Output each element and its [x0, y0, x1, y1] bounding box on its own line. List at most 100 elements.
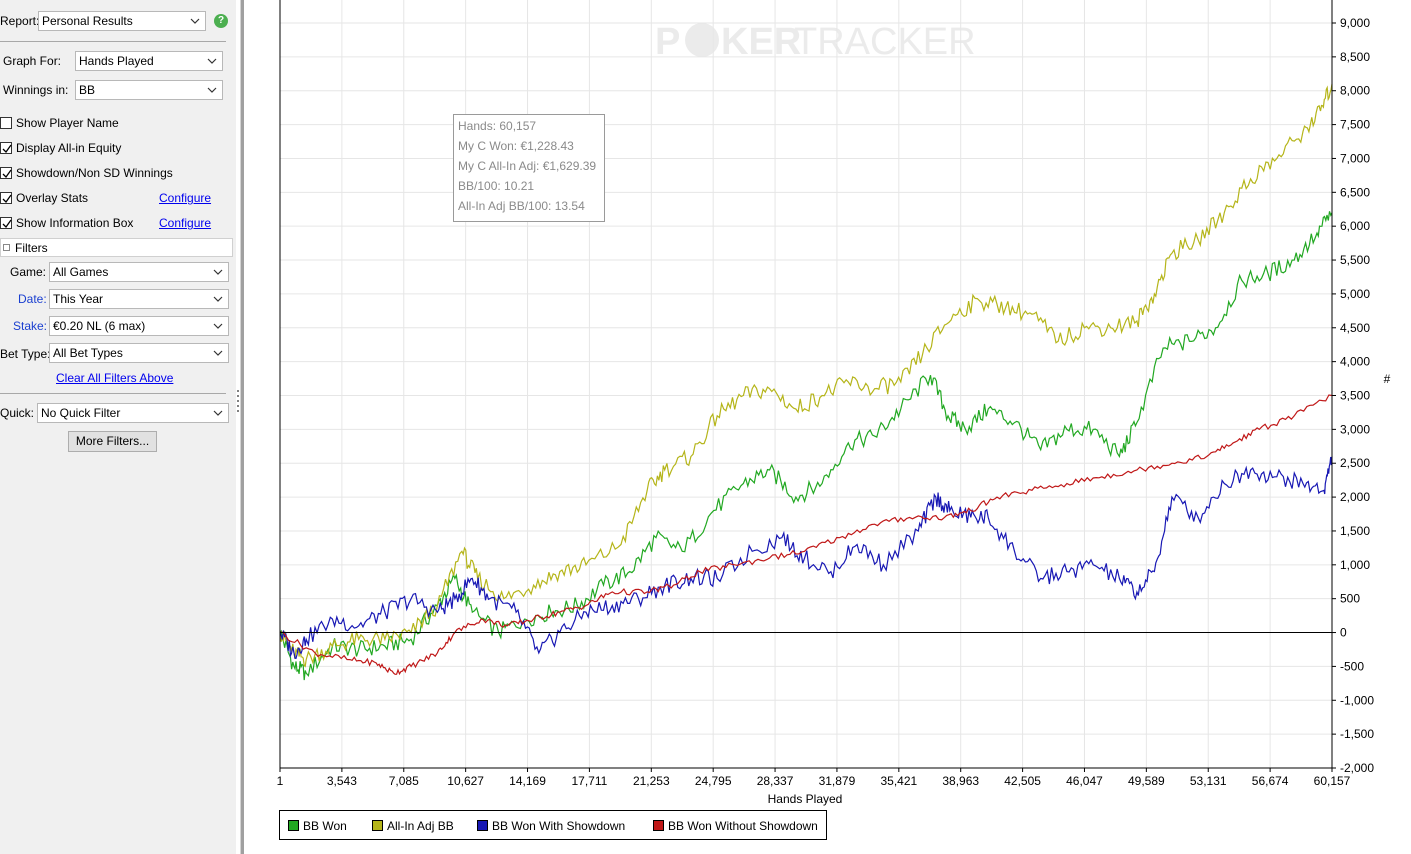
watermark-ker: KER [721, 21, 801, 63]
bet-type-dropdown[interactable]: All Bet Types [49, 343, 229, 363]
checkmark-icon [2, 144, 12, 154]
x-axis-title: Hands Played [768, 792, 843, 806]
legend-label: All-In Adj BB [387, 819, 454, 833]
date-value: This Year [53, 292, 104, 306]
collapse-icon[interactable] [3, 244, 10, 251]
legend-swatch [372, 820, 383, 831]
y-axis-title: # [1384, 372, 1391, 386]
x-tick-label: 7,085 [389, 774, 419, 788]
y-tick-label: 6,500 [1340, 185, 1370, 199]
report-label: Report: [0, 14, 40, 28]
y-tick-label: 3,000 [1340, 422, 1370, 436]
checkmark-icon [2, 219, 12, 229]
series-line-bb-won-without-showdown [279, 394, 1333, 676]
checkbox-box[interactable] [0, 117, 12, 129]
y-tick-label: 2,000 [1340, 490, 1370, 504]
configure-infobox-link[interactable]: Configure [159, 216, 212, 230]
filters-header[interactable]: Filters [0, 238, 233, 257]
clear-filters-link[interactable]: Clear All Filters Above [56, 371, 174, 385]
series-line-all-in-adj-bb [279, 83, 1333, 668]
quick-filter-value: No Quick Filter [41, 406, 121, 420]
checkbox-label: Showdown/Non SD Winnings [16, 166, 173, 180]
quick-label: Quick: [0, 406, 35, 420]
chevron-down-icon [207, 58, 217, 64]
x-tick-label: 31,879 [819, 774, 856, 788]
quick-filter-dropdown[interactable]: No Quick Filter [37, 403, 229, 423]
chevron-down-icon [213, 410, 223, 416]
y-tick-label: 9,000 [1340, 16, 1370, 30]
x-tick-label: 49,589 [1128, 774, 1165, 788]
x-tick-label: 24,795 [695, 774, 732, 788]
y-tick-label: 3,500 [1340, 389, 1370, 403]
x-tick-label: 14,169 [509, 774, 546, 788]
report-value: Personal Results [42, 14, 133, 28]
checkbox-label: Show Player Name [16, 116, 119, 130]
y-tick-label: -1,000 [1340, 693, 1374, 707]
legend-swatch [477, 820, 488, 831]
help-icon[interactable]: ? [214, 14, 228, 28]
poker-chip-icon [685, 23, 719, 57]
legend-item-bb-won[interactable]: BB Won [288, 819, 347, 833]
y-tick-label: -1,500 [1340, 727, 1374, 741]
resize-grip-icon[interactable] [236, 390, 240, 420]
legend-item-bb-won-no-showdown[interactable]: BB Won Without Showdown [653, 819, 818, 833]
watermark: P O KER TRACKER [655, 21, 976, 63]
x-tick-label: 60,157 [1314, 774, 1351, 788]
x-tick-label: 21,253 [633, 774, 670, 788]
game-dropdown[interactable]: All Games [49, 262, 229, 282]
x-tick-label: 3,543 [327, 774, 357, 788]
winnings-in-dropdown[interactable]: BB [75, 80, 223, 100]
series-line-bb-won-with-showdown [279, 456, 1333, 659]
info-allin-adj: My C All-In Adj: €1,629.39 [458, 159, 597, 173]
game-label: Game: [10, 265, 47, 279]
y-tick-label: 8,000 [1340, 84, 1370, 98]
panel-splitter[interactable] [240, 0, 244, 854]
configure-overlay-link[interactable]: Configure [159, 191, 212, 205]
checkbox-label: Display All-in Equity [16, 141, 122, 155]
y-tick-label: -500 [1340, 659, 1364, 673]
graph-for-dropdown[interactable]: Hands Played [75, 51, 223, 71]
date-dropdown[interactable]: This Year [49, 289, 229, 309]
legend-label: BB Won With Showdown [492, 819, 626, 833]
date-label[interactable]: Date: [18, 292, 47, 306]
checkbox-box[interactable] [0, 167, 12, 179]
stake-dropdown[interactable]: €0.20 NL (6 max) [49, 316, 229, 336]
chevron-down-icon [207, 87, 217, 93]
x-tick-label: 42,505 [1004, 774, 1041, 788]
watermark-tracker: TRACKER [794, 21, 976, 63]
information-box[interactable]: Hands: 60,157 My C Won: €1,228.43 My C A… [453, 114, 605, 222]
series-line-bb-won [279, 211, 1333, 681]
chevron-down-icon [213, 323, 223, 329]
y-tick-label: 7,500 [1340, 118, 1370, 132]
y-tick-label: 5,000 [1340, 287, 1370, 301]
chart-legend: BB Won All-In Adj BB BB Won With Showdow… [279, 810, 827, 840]
checkbox-label: Overlay Stats [16, 191, 89, 205]
line-chart: P O KER TRACKER -2,000 -1,500 -1,000 -500 0 5… [277, 0, 1391, 806]
chevron-down-icon [213, 350, 223, 356]
results-graph: P O KER TRACKER -2,000 -1,500 -1,000 -500 0 5… [250, 0, 1411, 854]
divider [0, 393, 226, 394]
legend-swatch [288, 820, 299, 831]
checkbox-box[interactable] [0, 142, 12, 154]
legend-item-bb-won-showdown[interactable]: BB Won With Showdown [477, 819, 625, 833]
x-tick-label: 38,963 [942, 774, 979, 788]
filters-title: Filters [15, 241, 48, 255]
more-filters-button[interactable]: More Filters... [68, 431, 157, 452]
graph-for-value: Hands Played [79, 54, 154, 68]
legend-label: BB Won Without Showdown [668, 819, 818, 833]
checkbox-box[interactable] [0, 192, 12, 204]
info-bb100: BB/100: 10.21 [458, 179, 535, 193]
bet-type-label: Bet Type: [0, 347, 51, 361]
y-tick-label: 2,500 [1340, 456, 1370, 470]
winnings-in-label: Winnings in: [3, 83, 69, 97]
bet-type-value: All Bet Types [53, 346, 123, 360]
winnings-in-value: BB [79, 83, 96, 97]
legend-item-allin-adj-bb[interactable]: All-In Adj BB [372, 819, 454, 833]
stake-label[interactable]: Stake: [13, 319, 48, 333]
checkbox-box[interactable] [0, 217, 12, 229]
y-tick-label: 7,000 [1340, 151, 1370, 165]
report-dropdown[interactable]: Personal Results [38, 11, 206, 31]
x-tick-label: 46,047 [1066, 774, 1103, 788]
y-tick-label: 6,000 [1340, 219, 1370, 233]
x-tick-label: 53,131 [1190, 774, 1227, 788]
